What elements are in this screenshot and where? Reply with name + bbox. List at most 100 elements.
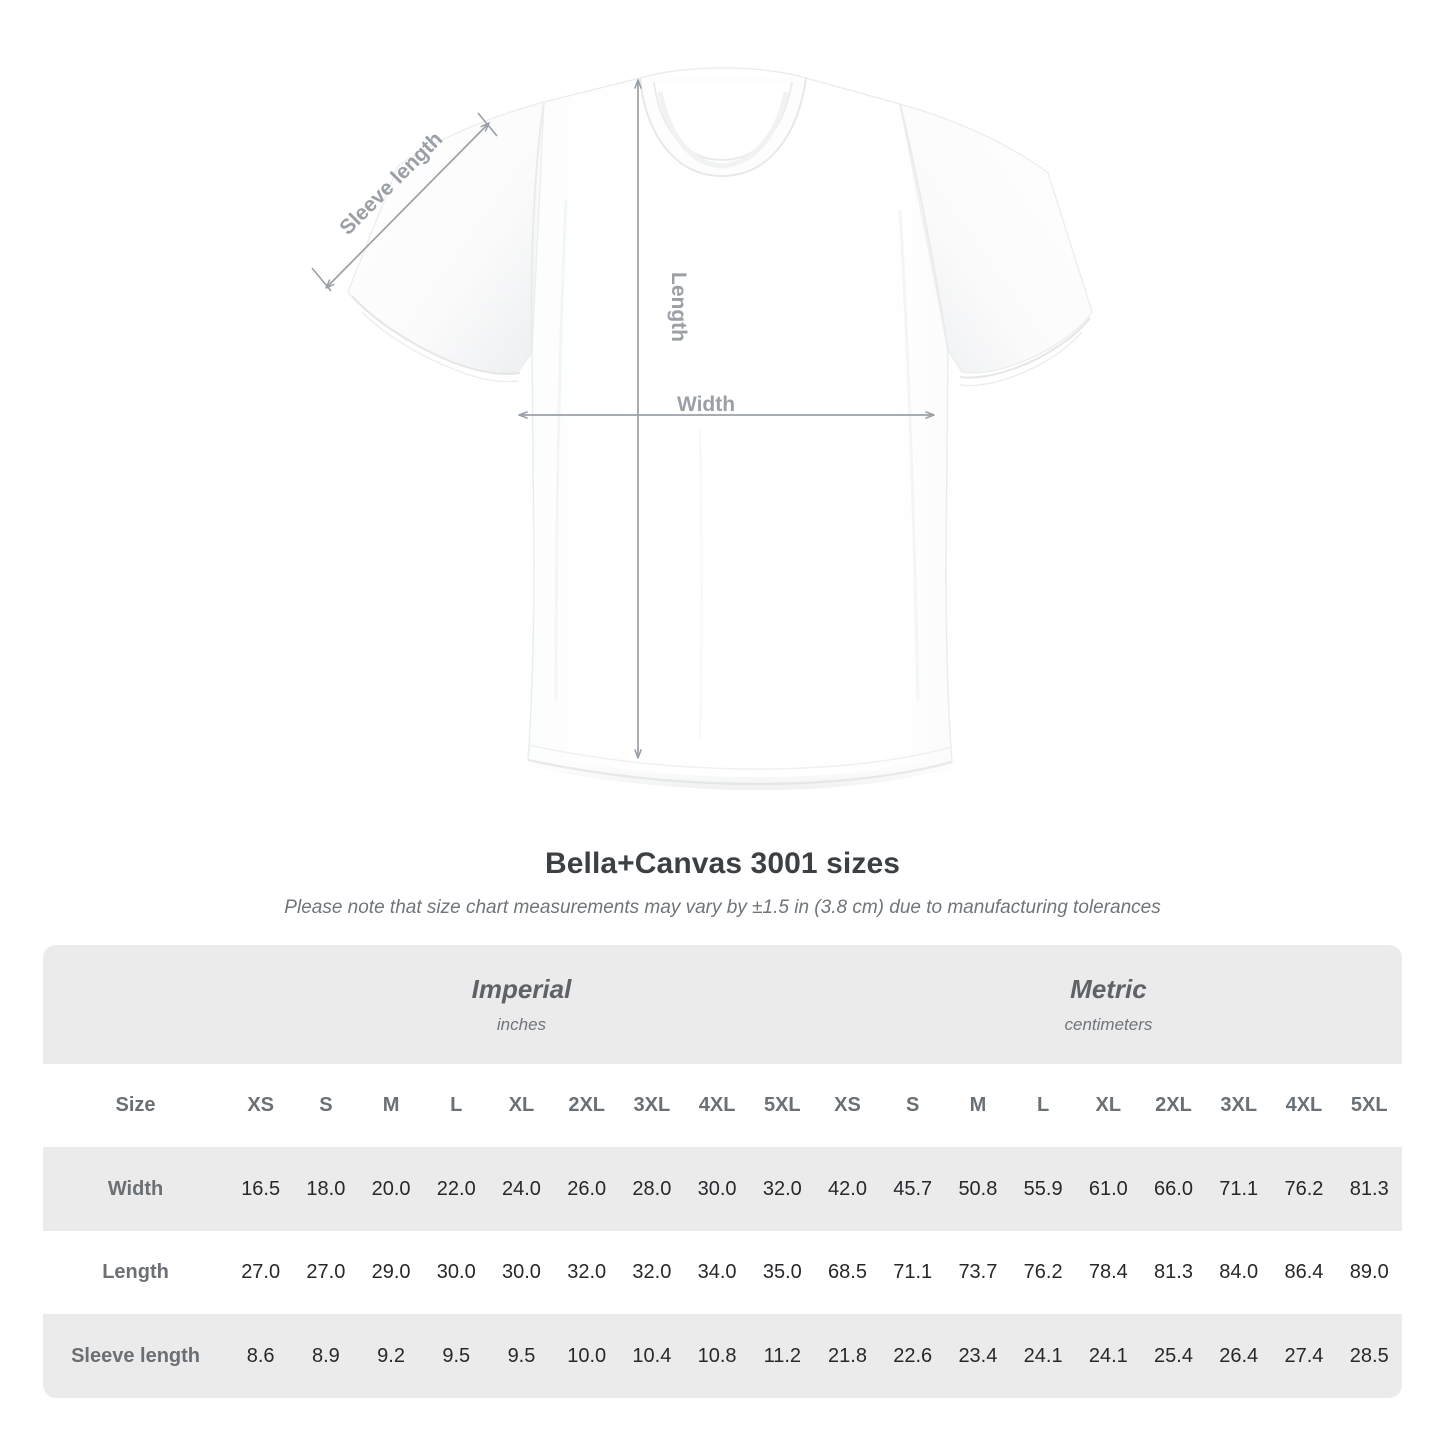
- size-header-metric-4xl: 4XL: [1271, 1063, 1337, 1148]
- cell-length-metric-xs: 68.5: [814, 1230, 881, 1315]
- size-header-label-cell: Size: [43, 1063, 229, 1148]
- cell-sleeve-metric-3xl: 26.4: [1206, 1314, 1272, 1398]
- cell-width-metric-m: 50.8: [945, 1147, 1011, 1231]
- sleeve-tick-bottom: [311, 267, 332, 292]
- cell-length-imperial-l: 30.0: [423, 1230, 489, 1315]
- width-label: Width: [677, 393, 735, 416]
- cell-length-imperial-2xl: 32.0: [554, 1230, 620, 1315]
- tshirt-left-sleeve-hem: [351, 295, 521, 375]
- length-dimension: Length: [634, 79, 690, 759]
- size-chart-table: Imperial inches Metric centimeters Size …: [43, 945, 1402, 1398]
- cell-width-imperial-5xl: 32.0: [749, 1147, 815, 1231]
- cell-length-metric-3xl: 84.0: [1206, 1230, 1272, 1315]
- tshirt-hem-shadow: [528, 752, 952, 791]
- size-header-imperial-s: S: [293, 1063, 359, 1148]
- cell-width-metric-4xl: 76.2: [1271, 1147, 1337, 1231]
- cell-length-metric-2xl: 81.3: [1140, 1230, 1207, 1315]
- size-header-imperial-5xl: 5XL: [749, 1063, 815, 1148]
- table-row: Length 27.0 27.0 29.0 30.0 30.0 32.0 32.…: [43, 1230, 1402, 1315]
- cell-width-metric-l: 55.9: [1010, 1147, 1076, 1231]
- unit-group-metric: Metric centimeters: [814, 945, 1402, 1064]
- cell-length-imperial-3xl: 32.0: [619, 1230, 685, 1315]
- size-header-metric-l: L: [1010, 1063, 1076, 1148]
- cell-sleeve-metric-2xl: 25.4: [1140, 1314, 1207, 1398]
- cell-sleeve-imperial-3xl: 10.4: [619, 1314, 685, 1398]
- cell-sleeve-metric-4xl: 27.4: [1271, 1314, 1337, 1398]
- row-label-sleeve-length: Sleeve length: [71, 1344, 200, 1367]
- sleeve-arrow-line: [325, 122, 490, 289]
- cell-width-imperial-xl: 24.0: [488, 1147, 555, 1231]
- size-header-metric-s: S: [880, 1063, 946, 1148]
- cell-sleeve-imperial-xs: 8.6: [228, 1314, 294, 1398]
- size-header-imperial-2xl: 2XL: [554, 1063, 620, 1148]
- cell-sleeve-imperial-2xl: 10.0: [554, 1314, 620, 1398]
- table-row: Width 16.5 18.0 20.0 22.0 24.0 26.0 28.0…: [43, 1147, 1402, 1231]
- cell-width-metric-3xl: 71.1: [1206, 1147, 1272, 1231]
- cell-sleeve-imperial-m: 9.2: [358, 1314, 424, 1398]
- row-label-width: Width: [107, 1177, 164, 1200]
- cell-length-metric-l: 76.2: [1010, 1230, 1076, 1315]
- cell-sleeve-metric-s: 22.6: [880, 1314, 946, 1398]
- cell-width-imperial-l: 22.0: [423, 1147, 489, 1231]
- size-header-imperial-l: L: [423, 1063, 489, 1148]
- size-header-metric-xs: XS: [814, 1063, 881, 1148]
- cell-sleeve-metric-m: 23.4: [945, 1314, 1011, 1398]
- row-label-width-cell: Width: [43, 1147, 229, 1231]
- cell-sleeve-imperial-xl: 9.5: [488, 1314, 555, 1398]
- size-header-imperial-4xl: 4XL: [684, 1063, 750, 1148]
- unit-group-metric-sub: centimeters: [1064, 1015, 1153, 1035]
- cell-sleeve-metric-xs: 21.8: [814, 1314, 881, 1398]
- tshirt-right-armhole-seam: [899, 103, 949, 351]
- row-label-sleeve-length-cell: Sleeve length: [43, 1314, 229, 1398]
- size-header-row: Size XS S M L XL 2XL 3XL 4XL 5XL XS S M …: [43, 1063, 1402, 1148]
- size-header-metric-5xl: 5XL: [1336, 1063, 1402, 1148]
- tshirt-collar-shadow: [657, 91, 789, 169]
- cell-length-imperial-s: 27.0: [293, 1230, 359, 1315]
- cell-sleeve-imperial-s: 8.9: [293, 1314, 359, 1398]
- cell-width-metric-xs: 42.0: [814, 1147, 881, 1231]
- size-header-imperial-xs: XS: [228, 1063, 294, 1148]
- size-header-imperial-3xl: 3XL: [619, 1063, 685, 1148]
- cell-width-imperial-3xl: 28.0: [619, 1147, 685, 1231]
- tolerance-note: Please note that size chart measurements…: [284, 897, 1161, 918]
- heading-block: Bella+Canvas 3001 sizes Please note that…: [0, 845, 1445, 920]
- tshirt-left-armhole-seam: [530, 101, 545, 353]
- size-header-imperial-xl: XL: [488, 1063, 555, 1148]
- unit-group-imperial: Imperial inches: [228, 945, 815, 1064]
- tshirt-right-sleeve-hem: [959, 317, 1091, 379]
- tshirt-right-sleeve: [899, 103, 1093, 374]
- cell-width-metric-2xl: 66.0: [1140, 1147, 1207, 1231]
- cell-sleeve-metric-xl: 24.1: [1075, 1314, 1141, 1398]
- cell-width-metric-5xl: 81.3: [1336, 1147, 1402, 1231]
- size-chart-table-container: Imperial inches Metric centimeters Size …: [43, 945, 1402, 1398]
- cell-sleeve-imperial-l: 9.5: [423, 1314, 489, 1398]
- table-row: Sleeve length 8.6 8.9 9.2 9.5 9.5 10.0 1…: [43, 1314, 1402, 1398]
- cell-width-metric-xl: 61.0: [1075, 1147, 1141, 1231]
- cell-length-metric-s: 71.1: [880, 1230, 946, 1315]
- size-header-metric-3xl: 3XL: [1206, 1063, 1272, 1148]
- unit-group-imperial-name: Imperial: [471, 974, 572, 1005]
- unit-group-imperial-sub: inches: [496, 1015, 547, 1035]
- row-label-length: Length: [102, 1261, 169, 1284]
- size-header-metric-2xl: 2XL: [1140, 1063, 1207, 1148]
- size-header-imperial-m: M: [358, 1063, 424, 1148]
- size-header-metric-xl: XL: [1075, 1063, 1141, 1148]
- cell-width-metric-s: 45.7: [880, 1147, 946, 1231]
- unit-banner-row: Imperial inches Metric centimeters: [43, 945, 1402, 1064]
- unit-group-metric-name: Metric: [1070, 974, 1147, 1005]
- cell-length-metric-xl: 78.4: [1075, 1230, 1141, 1315]
- cell-length-imperial-4xl: 34.0: [684, 1230, 750, 1315]
- cell-length-metric-m: 73.7: [945, 1230, 1011, 1315]
- page-title: Bella+Canvas 3001 sizes: [544, 847, 901, 880]
- cell-width-imperial-xs: 16.5: [228, 1147, 294, 1231]
- cell-length-imperial-xs: 27.0: [228, 1230, 294, 1315]
- cell-width-imperial-4xl: 30.0: [684, 1147, 750, 1231]
- cell-length-imperial-5xl: 35.0: [749, 1230, 815, 1315]
- cell-width-imperial-m: 20.0: [358, 1147, 424, 1231]
- cell-length-metric-4xl: 86.4: [1271, 1230, 1337, 1315]
- size-header-metric-m: M: [945, 1063, 1011, 1148]
- unit-banner-spacer: [43, 945, 229, 1064]
- cell-sleeve-metric-5xl: 28.5: [1336, 1314, 1402, 1398]
- cell-width-imperial-s: 18.0: [293, 1147, 359, 1231]
